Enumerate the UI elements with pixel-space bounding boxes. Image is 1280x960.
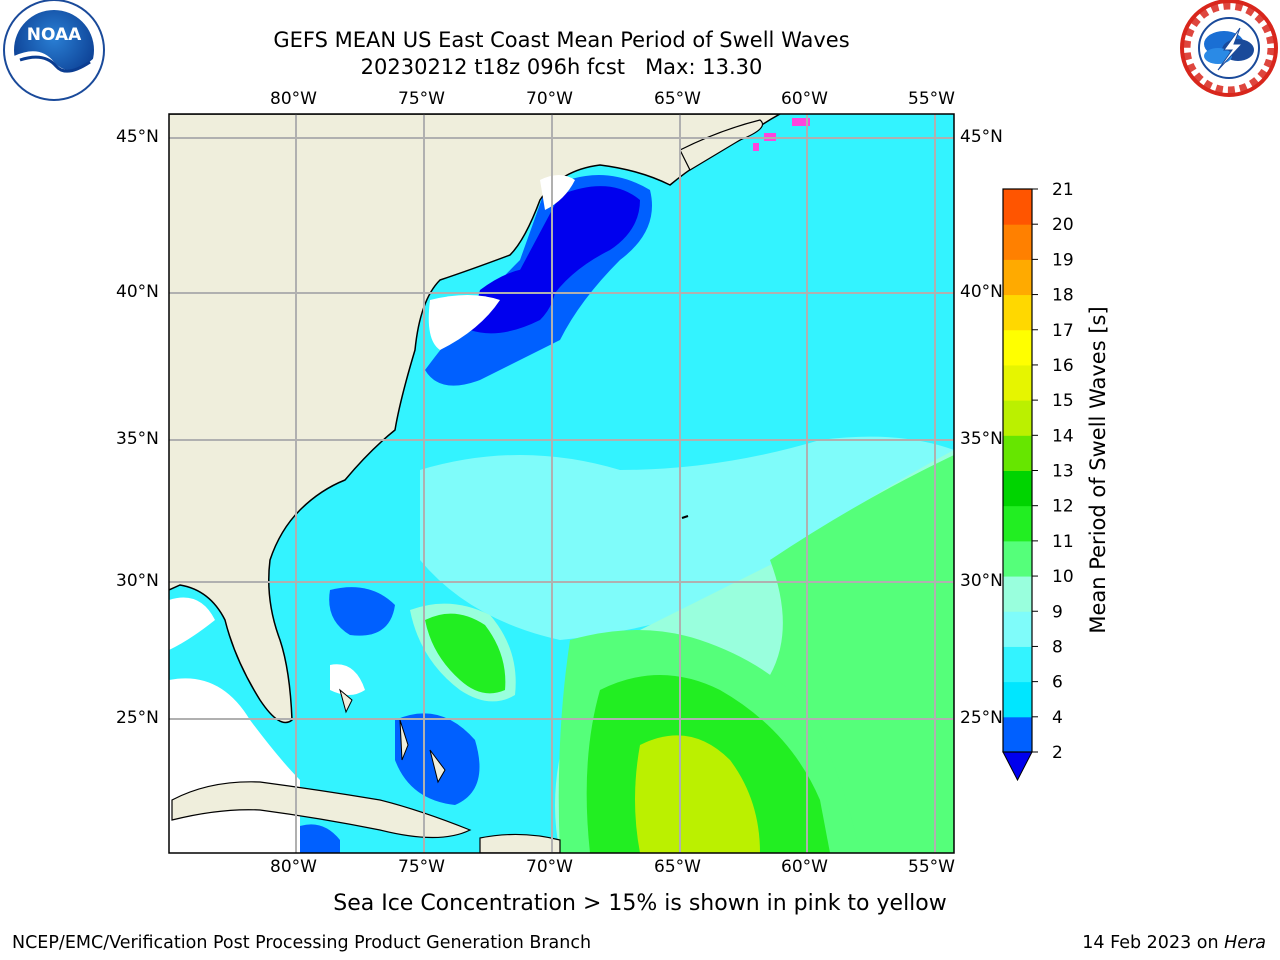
colorbar-tick-label: 17 [1052,321,1074,341]
colorbar-tick-label: 4 [1052,708,1063,728]
colorbar-tick-label: 8 [1052,637,1063,657]
lat-label-left: 45°N [116,127,159,147]
colorbar-tick-label: 9 [1052,602,1063,622]
land-cuba [171,781,472,839]
sea-ice-pixel [753,143,759,151]
colorbar-swatch [1003,364,1032,401]
run-machine: Hera [1224,933,1266,953]
colorbar-swatch [1003,540,1032,577]
lon-label-bottom: 60°W [781,857,828,877]
land-north-america [169,114,780,723]
colorbar-tick-label: 13 [1052,462,1074,482]
colorbar-tick-label: 21 [1052,180,1074,200]
colorbar-swatch [1003,259,1032,296]
noaa-logo: NOAA [3,0,105,101]
colorbar-title: Mean Period of Swell Waves [s] [1086,306,1110,633]
colorbar-swatch [1003,224,1032,260]
lat-label-right: 45°N [960,127,1003,147]
colorbar-swatch [1003,576,1032,612]
graticule [169,114,954,853]
colorbar-swatch [1003,294,1032,331]
lon-label-top: 60°W [781,89,828,109]
lon-label-bottom: 75°W [398,857,445,877]
nws-logo [1180,0,1278,97]
island-bahamas [339,688,353,714]
colorbar-tick-label: 15 [1052,391,1074,411]
lat-label-right: 40°N [960,282,1003,302]
colorbar-under-triangle [1002,751,1033,782]
lon-label-bottom: 55°W [908,857,955,877]
lon-label-top: 80°W [270,89,317,109]
period-13-region [635,735,760,853]
colorbar-tick-label: 19 [1052,250,1074,270]
colorbar-swatch [1003,716,1032,753]
lon-label-bottom: 65°W [654,857,701,877]
period-under-gulf-of-maine [470,267,556,334]
lat-label-right: 30°N [960,571,1003,591]
period-2-patch-florida [329,587,395,636]
colorbar-swatch [1003,470,1032,507]
noaa-logo-text: NOAA [27,25,82,45]
run-date-text: 14 Feb 2023 on [1082,933,1225,953]
lon-label-bottom: 70°W [526,857,573,877]
coastline [169,114,781,724]
lon-label-top: 70°W [526,89,573,109]
no-data-cape-cod [540,175,575,210]
island-bahamas [429,749,446,784]
no-data-gulf [169,597,215,650]
colorbar-tick-label: 14 [1052,426,1074,446]
colorbar-tick-label: 16 [1052,356,1074,376]
colorbar-tick-label: 20 [1052,215,1074,235]
island-bahamas [399,719,409,761]
lat-label-left: 30°N [116,571,159,591]
colorbar-tick-label: 18 [1052,286,1074,306]
land-nova-scotia [679,119,764,171]
period-2-patch-cuba [290,824,340,853]
lon-label-bottom: 80°W [270,857,317,877]
sea-ice-note: Sea Ice Concentration > 15% is shown in … [333,891,947,916]
map-title: GEFS MEAN US East Coast Mean Period of S… [273,28,850,52]
run-date: 14 Feb 2023 on Hera [1082,933,1266,953]
lon-label-top: 65°W [654,89,701,109]
lon-label-top: 75°W [398,89,445,109]
colorbar-tick-label: 6 [1052,673,1063,693]
colorbar-swatch [1003,681,1032,718]
colorbar-tick-label: 11 [1052,532,1074,552]
island-bermuda [681,515,689,519]
land-hispaniola [479,833,561,853]
no-data-bahamas-bank [330,664,365,695]
map-subtitle: 20230212 t18z 096h fcst Max: 13.30 [360,55,763,79]
colorbar-tick-label: 12 [1052,497,1074,517]
colorbar-swatch [1003,189,1032,225]
sea-ice-pixel [792,118,810,126]
colorbar-swatch [1003,505,1032,542]
lat-label-left: 35°N [116,429,159,449]
lat-label-right: 35°N [960,429,1003,449]
colorbar-swatch [1003,400,1032,436]
colorbar-swatch [1003,611,1032,647]
colorbar-swatch [1003,435,1032,471]
lat-label-left: 25°N [116,708,159,728]
no-data-chesapeake-shelf [428,295,500,350]
colorbar-swatch [1003,646,1032,683]
colorbar: 2 4 6 8 9 10 11 12 13 14 15 16 17 18 19 20 21 Mean Perio… [1002,180,1110,782]
colorbar-tick-label: 10 [1052,567,1074,587]
colorbar-swatch [1003,329,1032,366]
lat-label-right: 25°N [960,708,1003,728]
colorbar-tick-label: 2 [1052,743,1063,763]
map-frame [168,113,955,854]
lon-label-top: 55°W [908,89,955,109]
lat-label-left: 40°N [116,282,159,302]
branch-credit: NCEP/EMC/Verification Post Processing Pr… [12,933,592,953]
bahamas-green-region [425,613,506,694]
